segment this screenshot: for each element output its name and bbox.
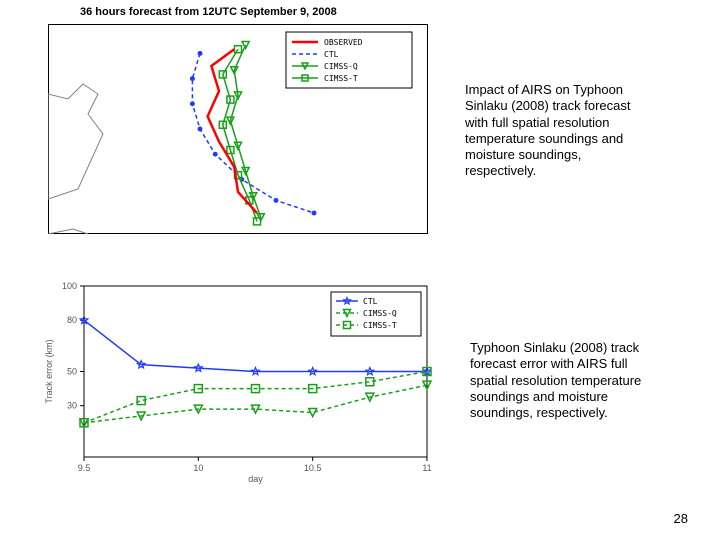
svg-text:CIMSS-Q: CIMSS-Q	[363, 309, 397, 318]
svg-text:11: 11	[422, 463, 431, 473]
svg-text:OBSERVED: OBSERVED	[324, 38, 363, 47]
svg-text:30: 30	[67, 401, 77, 411]
svg-text:9.5: 9.5	[78, 463, 91, 473]
svg-text:80: 80	[67, 315, 77, 325]
svg-text:50: 50	[67, 367, 77, 377]
track-map-chart: OBSERVED CTL CIMSS-Q CIMSS-T	[48, 24, 428, 234]
svg-text:CIMSS-T: CIMSS-T	[324, 74, 358, 83]
svg-text:Track error (km): Track error (km)	[44, 339, 54, 403]
top-chart-legend: OBSERVED CTL CIMSS-Q CIMSS-T	[286, 32, 412, 88]
bottom-annotation: Typhoon Sinlaku (2008) track forecast er…	[470, 340, 660, 421]
svg-text:10: 10	[193, 463, 203, 473]
coastline	[48, 84, 103, 234]
svg-text:100: 100	[62, 281, 77, 291]
slide-page: { "page_number": "28", "top_chart": { "t…	[0, 0, 720, 540]
svg-text:CTL: CTL	[363, 297, 378, 306]
top-chart-title: 36 hours forecast from 12UTC September 9…	[80, 6, 337, 18]
svg-text:10.5: 10.5	[304, 463, 322, 473]
track-error-chart: 30 50 80 100 9.5 10 10.5 11 day Track error (km) C…	[40, 280, 435, 485]
svg-text:CIMSS-Q: CIMSS-Q	[324, 62, 358, 71]
svg-text:CIMSS-T: CIMSS-T	[363, 321, 397, 330]
page-number: 28	[674, 511, 688, 526]
svg-text:day: day	[248, 474, 263, 484]
top-annotation: Impact of AIRS on Typhoon Sinlaku (2008)…	[465, 82, 655, 180]
svg-text:CTL: CTL	[324, 50, 339, 59]
